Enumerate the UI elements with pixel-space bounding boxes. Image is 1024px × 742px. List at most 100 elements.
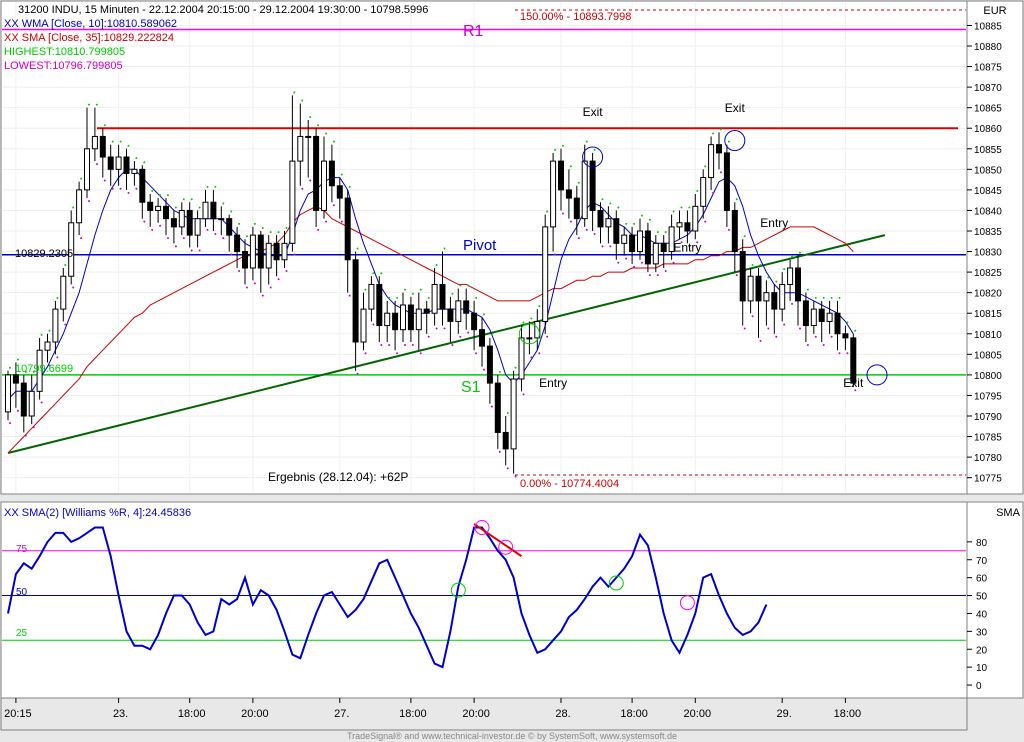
candle [826,296,833,338]
candle-body [486,345,493,384]
price-tick-label: 10880 [974,42,1002,53]
lowest-dot [167,237,169,240]
candle-body [147,201,154,211]
lowest-dot [435,327,438,330]
candle [123,144,130,194]
candle-body [542,226,549,322]
time-tick-label: 20:00 [684,708,712,720]
r1-label: R1 [463,23,484,40]
candle-body [249,234,256,269]
candle [305,116,312,182]
candle [194,206,201,252]
lowest-dot [372,323,375,326]
lowest-dot [799,327,801,330]
lowest-dot [498,450,501,453]
lowest-dot [696,241,699,244]
candle [273,231,280,281]
lowest-dot [32,426,35,429]
candle [36,333,43,404]
highest-dot [672,210,675,213]
candle-body [344,197,351,261]
highest-dot [214,185,217,188]
candle-body [68,222,75,277]
highest-dot [309,116,312,118]
candle-body [431,283,438,314]
price-tick-label: 10875 [974,63,1002,74]
highest-dot [656,231,659,234]
candle-body [376,283,383,327]
lowest-dot [846,352,849,355]
highest-dot [483,313,485,316]
highest-dot [253,222,256,225]
sma-35-line [7,205,854,454]
lowest-dot [198,249,201,252]
lowest-dot [743,327,746,330]
candle [802,288,809,346]
candle-body [60,275,67,310]
highest-dot [680,206,683,209]
candle [463,284,470,334]
candle-body [684,222,691,232]
lowest-dot [704,220,707,223]
candle [787,255,794,305]
price-tick-label: 10785 [974,433,1002,444]
candle [68,206,75,289]
candle-body [455,300,462,322]
candle [810,296,817,338]
fib-bottom-label: 0.00% - 10774.4004 [520,478,619,490]
candle-body [716,144,722,154]
lowest-dot [791,302,794,305]
candle [163,194,169,240]
time-tick-label: 18:00 [178,708,206,720]
lowest-dot [562,212,564,215]
lowest-dot [538,352,541,355]
lowest-dot [656,274,659,277]
indicator-tick-label: 50 [976,592,988,603]
lowest-dot [388,344,391,346]
candle [360,288,367,355]
fib-top-label: 150.00% - 10893.7998 [520,11,631,23]
highest-dot [9,366,11,369]
time-tick-label: 23. [113,708,128,720]
highest-dot [206,185,209,188]
candle-body [368,283,375,310]
highest-dot [609,202,612,205]
candle [115,140,122,190]
lowest-dot [672,261,675,264]
indicator-tick-label: 0 [976,681,982,692]
trade-annotation: Exit [843,376,864,390]
lowest-dot [522,393,525,396]
highest-dot [88,103,90,106]
time-tick-label: 20:00 [241,708,269,720]
candle [202,185,209,231]
candle [415,288,422,355]
candle-body [518,337,525,380]
candle-body [76,189,83,224]
candle [660,231,667,272]
lowest-dot [806,344,809,346]
result-text: Ergebnis (28.12.04): +62P [268,470,408,484]
lowest-dot [783,323,786,326]
price-levels [2,9,966,476]
highest-dot [64,264,67,266]
candle [684,206,691,248]
price-tick-label: 10775 [974,474,1002,485]
lowest-dot [332,204,335,207]
highest-dot [174,206,177,209]
candle [723,140,730,231]
highest-dot [688,206,691,209]
candle-body [400,304,406,331]
candle-body [36,349,43,392]
price-tick-label: 10840 [974,206,1002,217]
candle [84,103,90,203]
lowest-dot [88,200,90,203]
time-axis: 20:15 23. 18:00 20:00 27. 18:00 20:00 28. 18:00 2… [4,698,861,720]
indicator-legend: XX SMA(2) [Williams %R, 4]:24.45836 [4,507,191,519]
candle [621,222,628,260]
lowest-dot [577,237,580,240]
highest-dot [198,206,201,209]
candle-body [155,205,162,211]
candle-body [52,308,59,343]
highest-dot [411,292,414,295]
lowest-dot [680,241,683,244]
